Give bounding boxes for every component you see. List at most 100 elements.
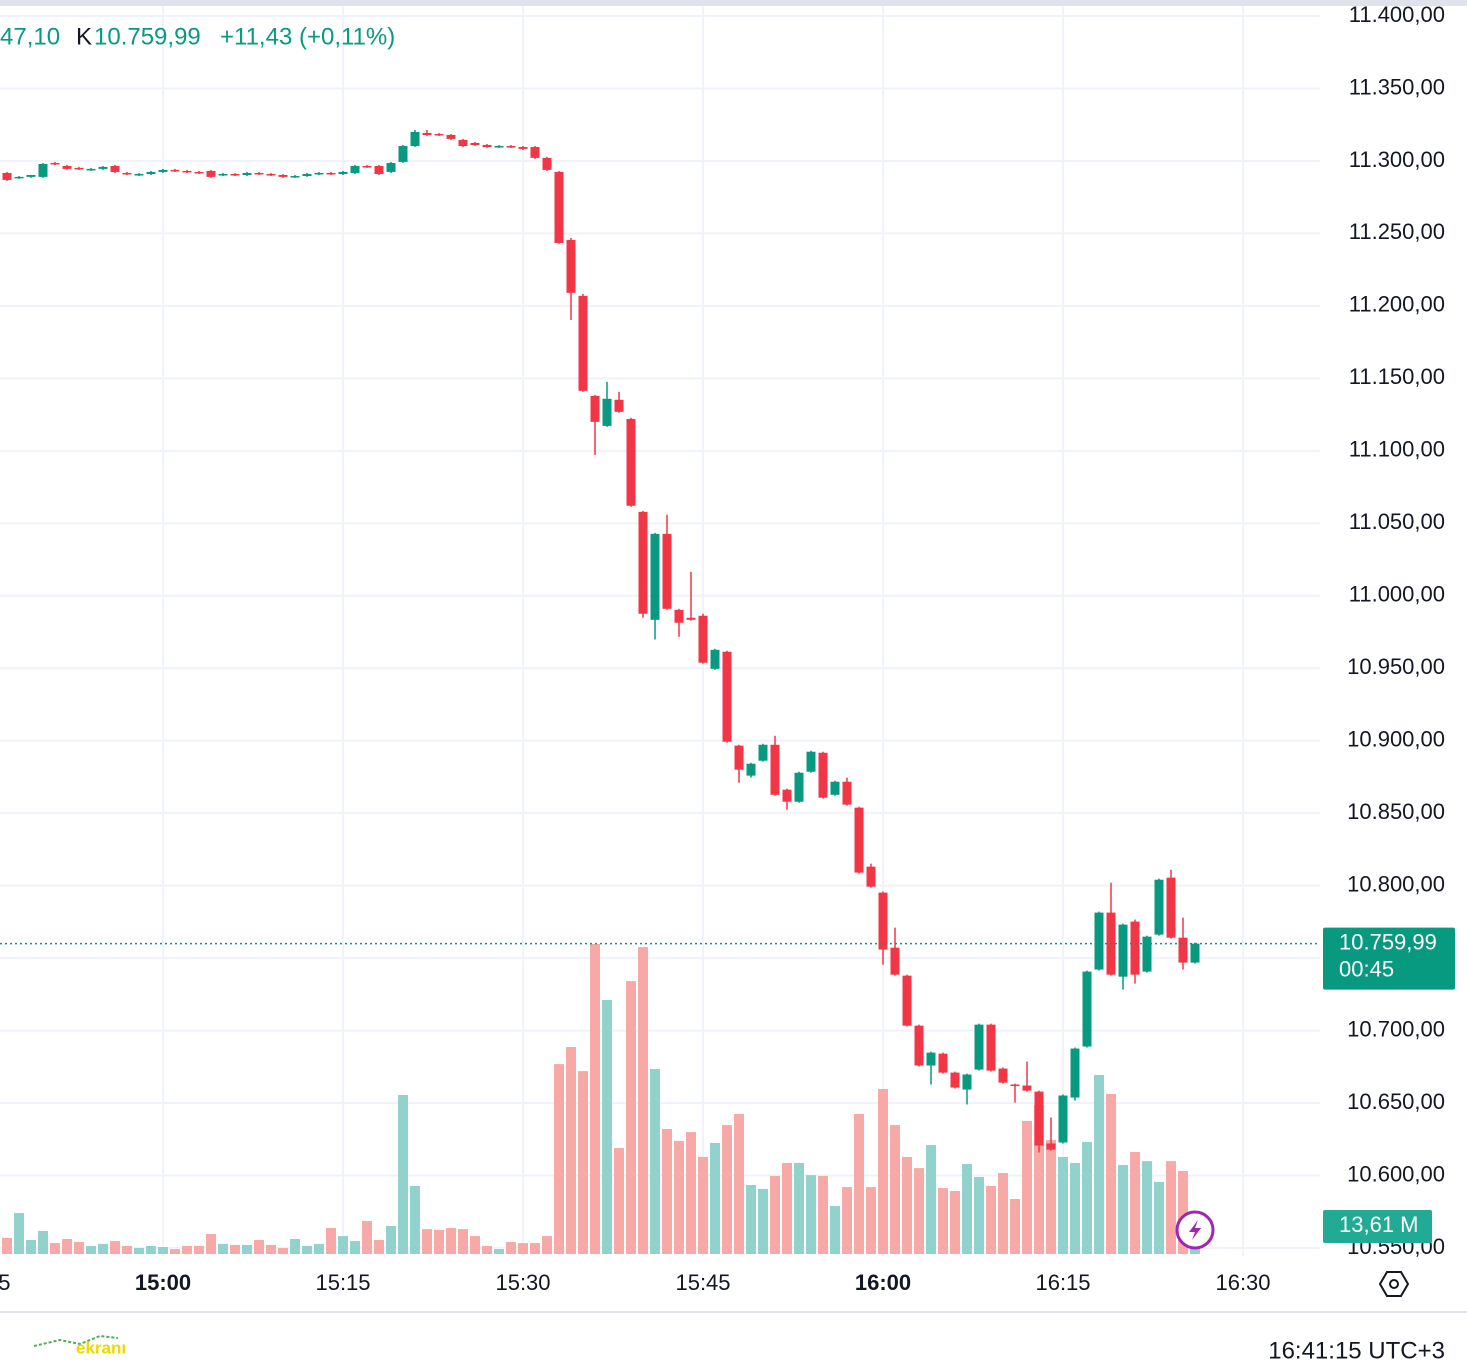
volume-bar xyxy=(1178,1170,1188,1254)
candle-body xyxy=(254,172,264,175)
candle-body xyxy=(386,162,396,172)
x-tick-label: 16:30 xyxy=(1215,1270,1270,1295)
header-close-letter: K xyxy=(76,23,92,50)
candle-body xyxy=(758,744,768,761)
candle-body xyxy=(830,781,840,795)
volume-bar xyxy=(818,1175,828,1254)
candle-body xyxy=(1130,921,1140,975)
candle-body xyxy=(278,175,288,177)
last-price-label: 10.759,99 xyxy=(1339,929,1437,954)
candle-body xyxy=(938,1053,948,1073)
candle-body xyxy=(914,1025,924,1066)
y-tick-label: 11.400,00 xyxy=(1349,2,1445,27)
volume-bar xyxy=(326,1228,336,1254)
candle-body xyxy=(86,168,96,171)
candle-body xyxy=(998,1068,1008,1083)
volume-bar xyxy=(758,1188,768,1254)
last-price-tag xyxy=(1323,927,1455,990)
volume-bar xyxy=(1010,1199,1020,1254)
candle-body xyxy=(842,781,852,805)
candle-body xyxy=(518,147,528,149)
y-tick-label: 10.600,00 xyxy=(1347,1161,1445,1186)
y-tick-label: 10.700,00 xyxy=(1347,1016,1445,1041)
candle-body xyxy=(158,169,168,172)
volume-bar xyxy=(446,1228,456,1254)
candle-body xyxy=(494,146,504,148)
volume-bar xyxy=(938,1188,948,1254)
volume-bar xyxy=(854,1113,864,1254)
volume-bar xyxy=(386,1225,396,1254)
candle-body xyxy=(722,651,732,742)
candle-body xyxy=(530,147,540,158)
volume-bar xyxy=(1046,1140,1056,1254)
volume-bar xyxy=(38,1230,48,1254)
candle-body xyxy=(410,131,420,147)
grid xyxy=(0,6,1320,1256)
volume-bar xyxy=(806,1175,816,1254)
candle-body xyxy=(290,176,300,178)
candle-body xyxy=(698,615,708,663)
candle-body xyxy=(26,175,36,177)
candle-body xyxy=(170,169,180,172)
volume-bar xyxy=(662,1128,672,1254)
volume-bar xyxy=(290,1238,300,1254)
volume-bar xyxy=(242,1244,252,1254)
candle-body xyxy=(2,172,12,180)
y-tick-label: 10.800,00 xyxy=(1347,871,1445,896)
x-tick-label: 15:15 xyxy=(315,1270,370,1295)
candle-body xyxy=(662,533,672,609)
candle-body xyxy=(794,772,804,802)
top-strip xyxy=(0,0,1467,6)
volume-bar xyxy=(782,1162,792,1254)
lightning-icon[interactable] xyxy=(1175,1210,1215,1250)
candle-body xyxy=(770,744,780,795)
volume-bar xyxy=(794,1162,804,1254)
candle-body xyxy=(866,866,876,887)
candles xyxy=(2,129,1200,1153)
volume-bar xyxy=(698,1156,708,1254)
candle-body xyxy=(434,133,444,136)
y-tick-label: 11.000,00 xyxy=(1349,582,1445,607)
candle-body xyxy=(1142,936,1152,972)
volume-bar xyxy=(434,1229,444,1254)
volume-bar xyxy=(566,1046,576,1254)
volume-bar xyxy=(1166,1161,1176,1254)
candle-body xyxy=(506,146,516,148)
candle-body xyxy=(1082,971,1092,1047)
header-close: 10.759,99 xyxy=(94,23,201,50)
watermark: ekranı xyxy=(76,1338,126,1357)
candle-body xyxy=(314,172,324,175)
x-tick-label: 16:00 xyxy=(855,1270,911,1295)
volume-bar xyxy=(122,1245,132,1254)
volume-bar xyxy=(110,1241,120,1254)
volume-pane xyxy=(2,944,1200,1254)
x-tick-label: 15:45 xyxy=(675,1270,730,1295)
volume-bar xyxy=(1154,1181,1164,1254)
volume-bar xyxy=(422,1229,432,1254)
volume-bar xyxy=(542,1236,552,1254)
volume-bar xyxy=(194,1245,204,1254)
volume-bar xyxy=(1082,1141,1092,1254)
volume-bar xyxy=(974,1176,984,1254)
candle-body xyxy=(182,170,192,173)
settings-icon[interactable] xyxy=(1378,1271,1410,1297)
candle-body xyxy=(206,170,216,177)
volume-bar xyxy=(362,1221,372,1254)
volume-bar xyxy=(302,1245,312,1254)
volume-bar xyxy=(1094,1075,1104,1254)
volume-bar xyxy=(314,1243,324,1254)
candle-body xyxy=(50,162,60,165)
watermark-graphic xyxy=(33,1334,119,1347)
candle-body xyxy=(1046,1143,1056,1150)
volume-bar xyxy=(338,1236,348,1254)
volume-bar xyxy=(50,1243,60,1254)
countdown: 00:45 xyxy=(1339,956,1394,981)
volume-bar xyxy=(554,1064,564,1254)
y-tick-label: 10.650,00 xyxy=(1347,1089,1445,1114)
volume-bar xyxy=(998,1173,1008,1254)
y-tick-label: 11.150,00 xyxy=(1349,364,1445,389)
candle-body xyxy=(950,1072,960,1088)
y-tick-label: 11.200,00 xyxy=(1349,292,1445,317)
